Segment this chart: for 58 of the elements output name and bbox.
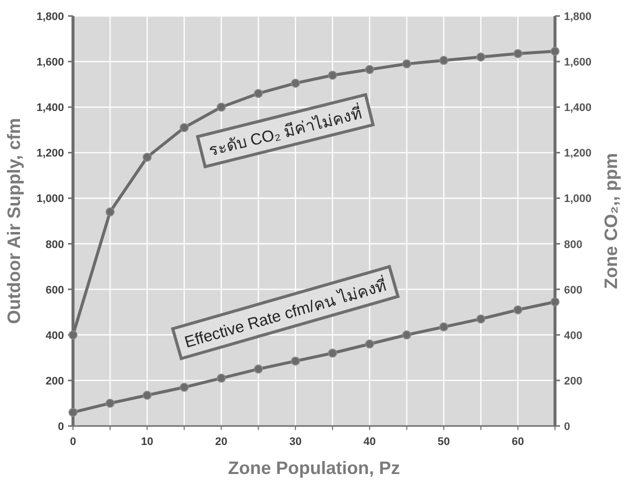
y2-tick-label: 400 bbox=[564, 330, 582, 342]
x-tick-label: 50 bbox=[438, 436, 450, 448]
x-tick-label: 30 bbox=[289, 436, 302, 448]
y-tick-label: 600 bbox=[46, 284, 64, 296]
point bbox=[106, 207, 115, 216]
point bbox=[254, 88, 263, 98]
x-tick-label: 10 bbox=[141, 436, 154, 448]
point bbox=[216, 374, 226, 383]
point bbox=[180, 123, 189, 132]
point bbox=[142, 390, 152, 400]
y-tick-label: 1,200 bbox=[36, 148, 64, 160]
point bbox=[513, 49, 522, 58]
point bbox=[402, 330, 412, 340]
y2-tick-label: 1,000 bbox=[564, 193, 592, 206]
point bbox=[180, 382, 189, 392]
y2-tick-label: 600 bbox=[564, 284, 582, 296]
x-axis-title: Zone Population, Pz bbox=[228, 458, 400, 478]
y2-tick-label: 0 bbox=[564, 421, 570, 433]
y-tick-label: 1,400 bbox=[36, 102, 64, 114]
point bbox=[550, 46, 560, 56]
y-tick-label: 800 bbox=[46, 238, 64, 251]
point bbox=[68, 330, 78, 340]
y2-tick-label: 1,800 bbox=[564, 11, 592, 23]
y-tick-label: 1,600 bbox=[36, 56, 64, 69]
y-tick-label: 200 bbox=[46, 375, 64, 388]
y-tick-label: 0 bbox=[58, 421, 64, 433]
point bbox=[365, 340, 374, 348]
point bbox=[290, 356, 300, 366]
point bbox=[328, 348, 338, 358]
point bbox=[439, 322, 448, 332]
point bbox=[439, 56, 448, 65]
point bbox=[142, 152, 152, 162]
x-tick-label: 20 bbox=[215, 436, 228, 448]
point bbox=[513, 305, 522, 314]
y-tick-label: 400 bbox=[46, 330, 64, 342]
y2-tick-label: 1,400 bbox=[564, 102, 592, 114]
y2-tick-label: 200 bbox=[564, 375, 582, 388]
point bbox=[328, 70, 338, 80]
point bbox=[476, 314, 486, 324]
point bbox=[550, 297, 560, 306]
x-tick-label: 60 bbox=[512, 436, 524, 448]
point bbox=[254, 364, 263, 374]
x-tick-label: 0 bbox=[70, 436, 76, 448]
y-tick-label: 1,800 bbox=[36, 11, 64, 23]
y2-axis-title: Zone CO₂,, ppm bbox=[601, 153, 621, 289]
point bbox=[476, 52, 486, 62]
y2-tick-label: 1,600 bbox=[564, 56, 592, 69]
point bbox=[365, 65, 374, 74]
point bbox=[68, 408, 78, 417]
y2-tick-label: 800 bbox=[564, 238, 582, 251]
y-axis-title: Outdoor Air Supply, cfm bbox=[4, 118, 24, 324]
x-tick-label: 40 bbox=[363, 436, 376, 448]
point bbox=[106, 398, 115, 408]
y-tick-label: 1,000 bbox=[36, 193, 64, 206]
y2-tick-label: 1,200 bbox=[564, 148, 592, 160]
point bbox=[402, 59, 412, 68]
point bbox=[290, 78, 300, 88]
point bbox=[216, 102, 226, 112]
